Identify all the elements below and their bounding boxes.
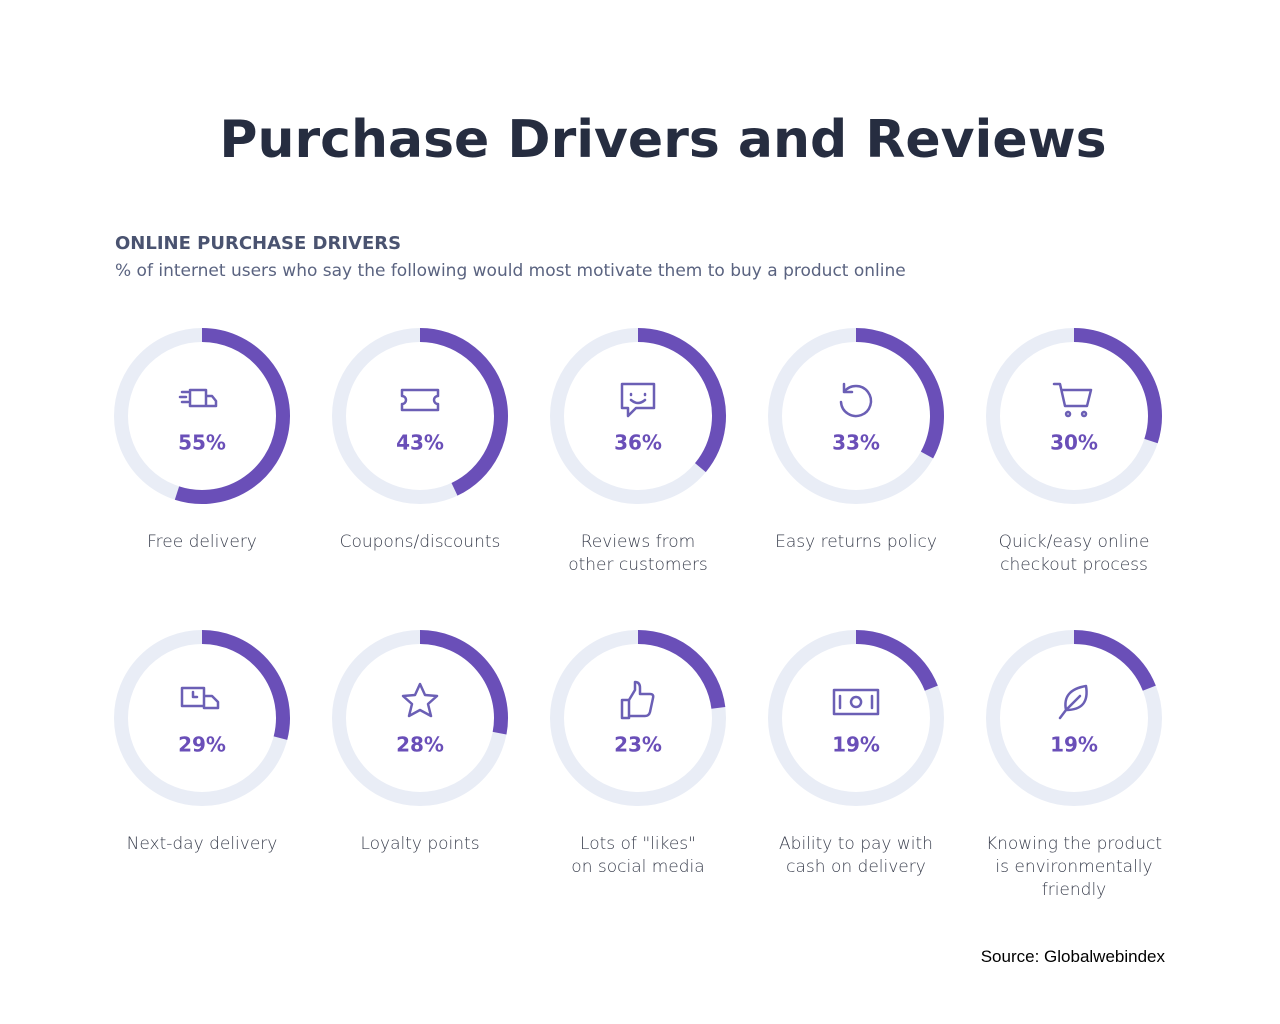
gauge-arc bbox=[201, 630, 290, 740]
icon bbox=[1058, 684, 1088, 720]
gauge-arc bbox=[855, 328, 944, 459]
gauge-arc bbox=[637, 328, 726, 473]
icon bbox=[620, 680, 655, 720]
value-label: 19% bbox=[1050, 733, 1098, 757]
icon bbox=[180, 686, 220, 710]
gauge-arc bbox=[174, 328, 290, 504]
gauge-arc bbox=[419, 328, 508, 496]
gauge-arc bbox=[637, 630, 726, 709]
icon bbox=[401, 682, 439, 718]
subtitle: % of internet users who say the followin… bbox=[115, 261, 906, 281]
value-label: 29% bbox=[178, 733, 226, 757]
value-label: 36% bbox=[614, 431, 662, 455]
source: Source: Globalwebindex bbox=[980, 947, 1165, 966]
category-label: Loyalty points bbox=[360, 834, 480, 854]
value-label: 33% bbox=[832, 431, 880, 455]
icon bbox=[620, 382, 656, 418]
category-label: Knowing the product is environmentally f… bbox=[985, 834, 1163, 900]
category-label: Lots of "likes" on social media bbox=[571, 834, 705, 877]
category-label: Free delivery bbox=[147, 532, 257, 552]
section-heading: ONLINE PURCHASE DRIVERS bbox=[115, 233, 402, 254]
gauge-arc bbox=[855, 630, 938, 691]
value-label: 19% bbox=[832, 733, 880, 757]
icon bbox=[178, 388, 218, 408]
value-label: 55% bbox=[178, 431, 226, 455]
icon bbox=[839, 382, 873, 418]
category-label: Reviews from other customers bbox=[568, 532, 708, 575]
category-label: Ability to pay with cash on delivery bbox=[779, 834, 933, 877]
category-label: Easy returns policy bbox=[775, 532, 937, 552]
gauge-arc bbox=[1073, 630, 1156, 691]
icon bbox=[1052, 382, 1093, 418]
chart-title: Purchase Drivers and Reviews bbox=[219, 110, 1107, 170]
value-label: 23% bbox=[614, 733, 662, 757]
value-label: 28% bbox=[396, 733, 444, 757]
gauge-arc bbox=[1073, 328, 1162, 444]
category-label: Coupons/discounts bbox=[339, 532, 501, 552]
value-label: 30% bbox=[1050, 431, 1098, 455]
icon bbox=[400, 388, 440, 412]
value-label: 43% bbox=[396, 431, 444, 455]
category-label: Quick/easy online checkout process bbox=[998, 532, 1150, 575]
icon bbox=[832, 688, 880, 716]
gauge-arc bbox=[419, 630, 508, 735]
category-label: Next-day delivery bbox=[126, 834, 278, 854]
